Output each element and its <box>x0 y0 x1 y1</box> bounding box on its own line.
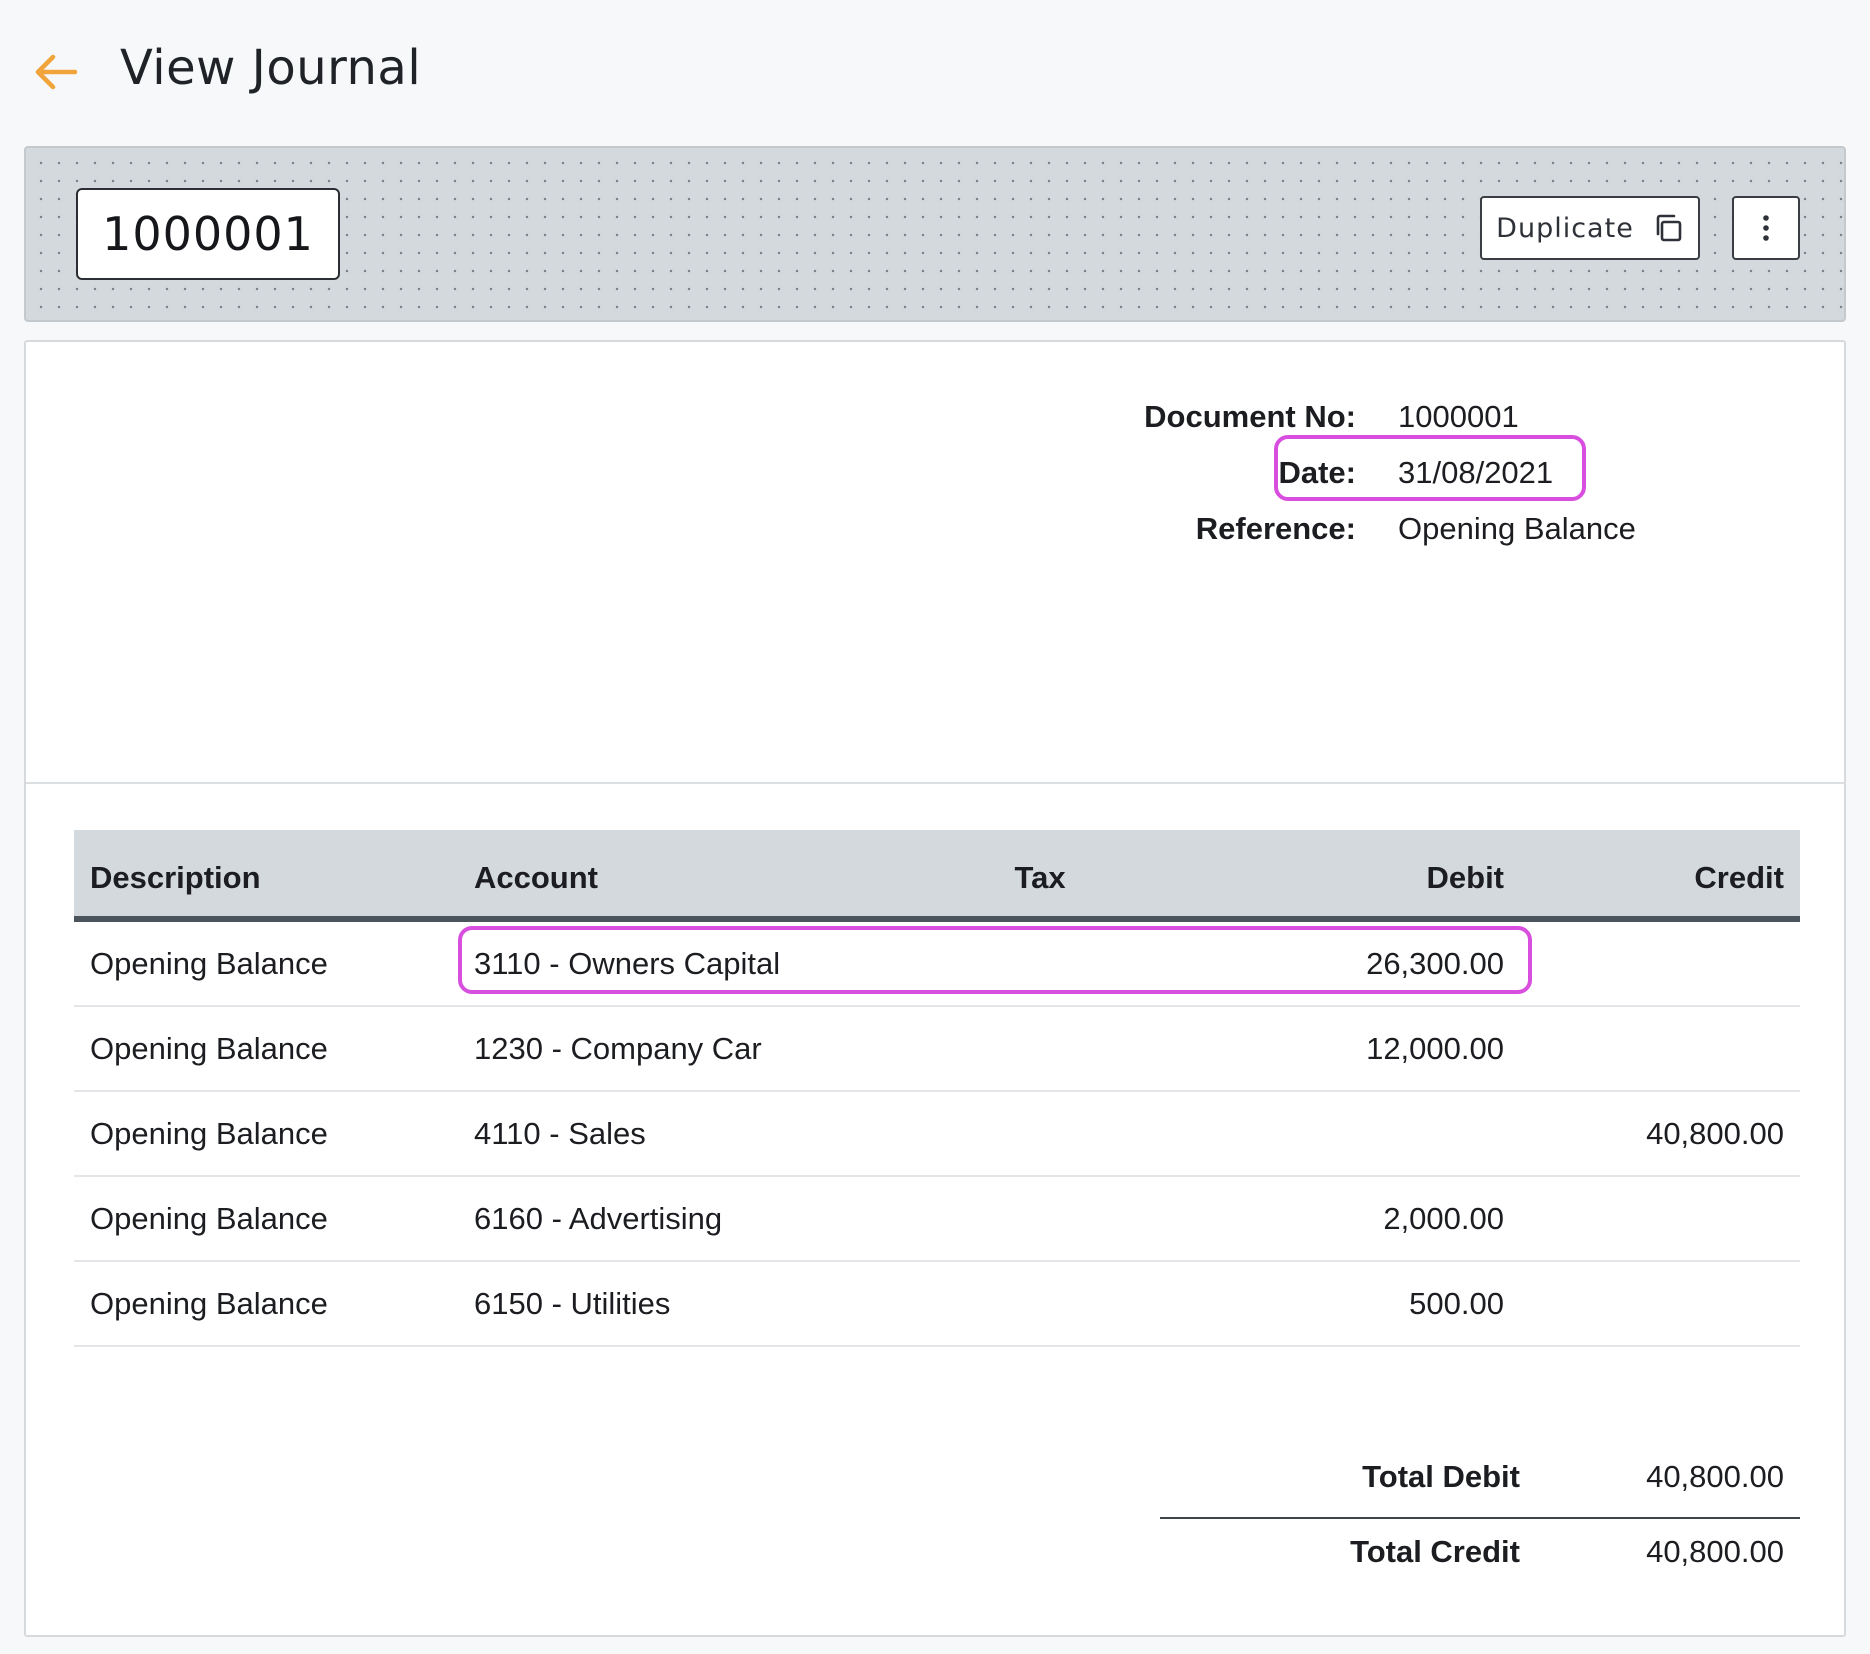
total-credit-label: Total Credit <box>1350 1534 1520 1569</box>
cell-tax <box>1000 1262 1080 1345</box>
journal-card: Document No: 1000001 Date: 31/08/2021 Re… <box>24 340 1846 1637</box>
cell-debit: 26,300.00 <box>1366 946 1504 981</box>
cell-account: 1230 - Company Car <box>474 1031 762 1066</box>
cell-description: Opening Balance <box>90 1286 328 1321</box>
row-highlight-annotation <box>458 926 1532 994</box>
table-row: Opening Balance 4110 - Sales 40,800.00 <box>74 1092 1800 1177</box>
arrow-left-icon <box>35 54 78 90</box>
total-debit-label: Total Debit <box>1362 1459 1520 1494</box>
copy-icon <box>1656 214 1682 242</box>
date-value: 31/08/2021 <box>1398 455 1554 490</box>
document-number-badge: 1000001 <box>76 188 340 280</box>
table-header: Description Account Tax Debit Credit <box>74 830 1800 922</box>
cell-account: 3110 - Owners Capital <box>474 946 781 981</box>
section-divider <box>26 782 1844 784</box>
total-credit-value: 40,800.00 <box>1646 1534 1784 1569</box>
duplicate-label: Duplicate <box>1496 212 1634 244</box>
cell-tax <box>1000 1177 1080 1260</box>
cell-description: Opening Balance <box>90 1201 328 1236</box>
cell-debit: 500.00 <box>1409 1286 1504 1321</box>
cell-account: 6160 - Advertising <box>474 1201 723 1236</box>
more-vertical-icon <box>1763 215 1769 241</box>
totals-divider <box>1160 1517 1800 1519</box>
top-bar: View Journal <box>0 0 1870 140</box>
header-description: Description <box>90 860 261 895</box>
cell-tax <box>1000 1007 1080 1090</box>
journal-banner: 1000001 Duplicate <box>24 146 1846 322</box>
total-credit-row: Total Credit 40,800.00 <box>1160 1522 1800 1582</box>
cell-debit: 2,000.00 <box>1383 1201 1504 1236</box>
header-debit: Debit <box>1426 860 1505 895</box>
document-no-value: 1000001 <box>1398 399 1519 434</box>
duplicate-button[interactable]: Duplicate <box>1480 196 1700 260</box>
cell-description: Opening Balance <box>90 1031 328 1066</box>
reference-value: Opening Balance <box>1398 511 1636 546</box>
cell-tax <box>1000 1092 1080 1175</box>
header-tax: Tax <box>1014 860 1066 895</box>
cell-credit: 40,800.00 <box>1646 1116 1784 1151</box>
date-label: Date: <box>1278 455 1356 490</box>
cell-debit: 12,000.00 <box>1366 1031 1504 1066</box>
page-title: View Journal <box>120 40 422 96</box>
header-account: Account <box>474 860 598 895</box>
date-row: Date: 31/08/2021 <box>26 448 1844 498</box>
total-debit-value: 40,800.00 <box>1646 1459 1784 1494</box>
reference-label: Reference: <box>1195 511 1356 546</box>
cell-account: 4110 - Sales <box>474 1116 646 1151</box>
table-row: Opening Balance 1230 - Company Car 12,00… <box>74 1007 1800 1092</box>
date-highlight-annotation <box>1274 435 1586 501</box>
document-no-label: Document No: <box>1144 399 1356 434</box>
reference-row: Reference: Opening Balance <box>26 504 1844 554</box>
total-debit-row: Total Debit 40,800.00 <box>1160 1447 1800 1507</box>
cell-account: 6150 - Utilities <box>474 1286 671 1321</box>
more-options-button[interactable] <box>1732 196 1800 260</box>
table-row: Opening Balance 6150 - Utilities 500.00 <box>74 1262 1800 1347</box>
back-button[interactable] <box>28 44 84 100</box>
table-row: Opening Balance 6160 - Advertising 2,000… <box>74 1177 1800 1262</box>
table-row: Opening Balance 3110 - Owners Capital 26… <box>74 922 1800 1007</box>
header-credit: Credit <box>1694 860 1784 895</box>
journal-lines-table: Description Account Tax Debit Credit Ope… <box>74 830 1800 1347</box>
cell-description: Opening Balance <box>90 946 328 981</box>
cell-description: Opening Balance <box>90 1116 328 1151</box>
document-no-row: Document No: 1000001 <box>26 392 1844 442</box>
